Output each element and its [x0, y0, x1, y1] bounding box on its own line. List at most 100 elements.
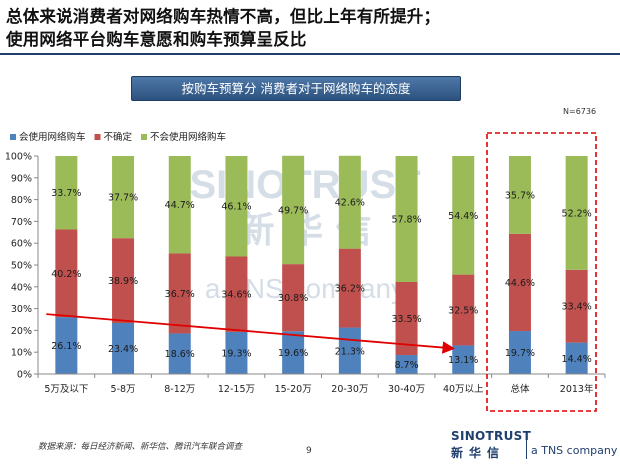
bar-segment — [55, 229, 78, 318]
legend: 会使用网络购车 不确定 不会使用网络购车 — [10, 131, 226, 143]
bar-segment — [338, 248, 361, 328]
data-label: 37.7% — [108, 193, 138, 204]
bar-segment — [338, 155, 361, 249]
y-tick-label: 0% — [17, 370, 32, 381]
x-tick-label: 15-20万 — [275, 384, 312, 395]
data-label: 30.8% — [278, 293, 308, 304]
brand-divider — [526, 431, 527, 459]
brand-logo: SINOTRUST 新华信 a TNS company — [451, 429, 617, 461]
y-tick-label: 100% — [5, 152, 32, 163]
bar-segment — [225, 156, 248, 257]
bar-segment — [565, 156, 588, 270]
sample-size: N=6736 — [563, 107, 597, 116]
data-label: 36.7% — [165, 289, 195, 300]
headline-line-2: 使用网络平台购车意愿和购车预算呈反比 — [6, 30, 307, 49]
data-label: 54.4% — [448, 211, 478, 222]
x-axis: 5万及以下 5-8万 8-12万 12-15万 15-20万 20-30万 30-40万 40… — [37, 373, 606, 395]
y-axis: 0% 10% 20% 30% 40% 50% 60% 70% 80% 90% 100% — [5, 152, 39, 381]
data-label: 34.6% — [221, 290, 251, 301]
data-label: 26.1% — [51, 341, 81, 352]
trend-arrow — [46, 313, 456, 354]
y-tick-label: 80% — [11, 195, 32, 206]
data-label: 8.7% — [394, 360, 418, 371]
title-divider — [0, 53, 620, 55]
bar-segment — [395, 156, 418, 283]
bar-segment — [508, 233, 531, 332]
bar-segment — [452, 274, 475, 346]
bars — [55, 155, 588, 374]
x-tick-label: 20-30万 — [331, 384, 368, 395]
data-label: 44.6% — [505, 278, 535, 289]
data-label: 33.4% — [562, 302, 592, 313]
y-tick-label: 70% — [11, 217, 32, 228]
data-label: 32.5% — [448, 306, 478, 317]
data-label: 19.3% — [221, 348, 251, 359]
data-labels: 26.1% 40.2% 33.7% 23.4% 38.9% 37.7% 18.6% 36.7%… — [51, 188, 591, 371]
brand-logo-cn: 新华信 — [451, 446, 506, 460]
y-tick-label: 90% — [11, 173, 32, 184]
y-tick-label: 40% — [11, 282, 32, 293]
bar-segment — [112, 322, 135, 374]
data-label: 23.4% — [108, 344, 138, 355]
data-label: 13.1% — [448, 355, 478, 366]
data-label: 36.2% — [335, 284, 365, 295]
data-label: 18.6% — [165, 349, 195, 360]
bar-segment — [395, 282, 418, 356]
bar-segment — [225, 331, 248, 374]
bar-segment — [565, 269, 588, 343]
bar-segment — [395, 355, 418, 374]
page-number: 9 — [306, 446, 312, 456]
bar-segment — [565, 342, 588, 374]
headline: 总体来说消费者对网络购车热情不高，但比上年有所提升； 使用网络平台购车意愿和购车… — [6, 5, 616, 51]
source-note: 数据来源：每日经济新闻、新华信、腾讯汽车联合调查 — [38, 442, 243, 452]
bar-segment — [508, 156, 531, 234]
y-tick-label: 20% — [11, 326, 32, 337]
highlight-box — [486, 132, 597, 412]
data-label: 49.7% — [278, 205, 308, 216]
legend-label: 不确定 — [104, 131, 133, 143]
bar-segment — [282, 155, 305, 265]
data-label: 46.1% — [221, 202, 251, 213]
x-tick-label: 5万及以下 — [44, 384, 88, 395]
data-label: 42.6% — [335, 198, 365, 209]
legend-swatch — [10, 134, 16, 140]
data-label: 19.7% — [505, 348, 535, 359]
x-tick-label: 2013年 — [560, 383, 594, 395]
data-label: 38.9% — [108, 276, 138, 287]
brand-tagline: a TNS company — [531, 444, 618, 457]
x-tick-label: 总体 — [510, 383, 530, 395]
data-label: 14.4% — [562, 354, 592, 365]
chart-title-banner: 按购车预算分 消费者对于网络购车的态度 — [131, 76, 461, 101]
y-tick-label: 60% — [11, 239, 32, 250]
bar-segment — [168, 333, 191, 374]
legend-swatch — [141, 134, 147, 140]
legend-label: 不会使用网络购车 — [150, 131, 226, 143]
data-label: 57.8% — [391, 215, 421, 226]
x-tick-label: 12-15万 — [218, 384, 255, 395]
bar-segment — [168, 156, 191, 254]
bar-segment — [452, 156, 475, 275]
data-label: 44.7% — [165, 200, 195, 211]
stacked-bar-chart: SINOTRUST 新 华 信 a TNS company 会使用网络购车 不确定… — [5, 131, 606, 412]
y-tick-label: 10% — [11, 348, 32, 359]
data-label: 35.7% — [505, 190, 535, 201]
data-label: 52.2% — [562, 208, 592, 219]
bar-segment — [282, 264, 305, 332]
headline-line-1: 总体来说消费者对网络购车热情不高，但比上年有所提升； — [6, 7, 441, 26]
x-tick-label: 8-12万 — [164, 384, 195, 395]
watermark-en: SINOTRUST — [189, 163, 420, 207]
legend-swatch — [94, 134, 101, 140]
brand-logo-en: SINOTRUST — [451, 429, 532, 443]
data-label: 19.6% — [278, 348, 308, 359]
legend-label: 会使用网络购车 — [19, 131, 86, 143]
x-tick-label: 30-40万 — [388, 384, 425, 395]
bar-segment — [168, 253, 191, 334]
data-label: 40.2% — [51, 269, 81, 280]
bar-segment — [112, 238, 135, 323]
x-tick-label: 5-8万 — [111, 384, 136, 395]
bar-segment — [282, 331, 305, 374]
x-tick-label: 40万以上 — [443, 384, 484, 395]
bar-segment — [55, 317, 78, 374]
y-tick-label: 30% — [11, 304, 32, 315]
bar-segment — [112, 156, 135, 239]
